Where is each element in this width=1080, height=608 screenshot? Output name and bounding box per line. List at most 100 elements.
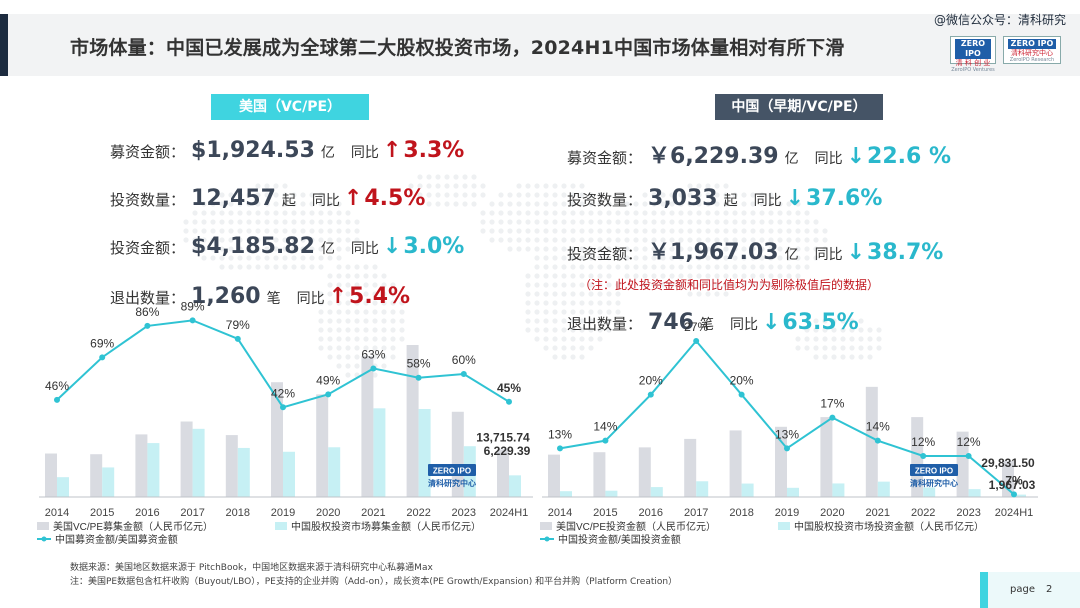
ratio-point (557, 445, 563, 452)
x-tick-label: 2023 (452, 507, 476, 519)
ratio-point (280, 404, 286, 411)
data-source-note: 数据来源：美国地区数据来源于 PitchBook，中国地区数据来源于清科研究中心… (70, 563, 433, 573)
zeroipo-badge-subtext: 清科研究中心 (428, 478, 476, 488)
cn-section-tag: 中国（早期/VC/PE） (715, 94, 883, 120)
metric-label: 投资数量： (567, 191, 643, 209)
metric-unit: 起 (723, 193, 738, 209)
x-tick-label: 2021 (866, 507, 890, 519)
ratio-point (99, 354, 106, 361)
metric-yoy-label: 同比 (729, 317, 758, 333)
metric-unit: 笔 (266, 291, 281, 307)
ratio-point (738, 391, 745, 398)
us-bar (361, 356, 374, 497)
us-bar (271, 382, 283, 497)
us-last-value-label: 29,831.50 (981, 456, 1035, 470)
ratio-point (920, 453, 927, 459)
us-bar (684, 438, 697, 497)
zeroipo-ventures-logo: ZERO IPO 清 科 创 业 ZeroIPO Ventures (950, 36, 996, 73)
cn-bar (1014, 494, 1026, 497)
x-tick-label: 2015 (90, 507, 114, 519)
legend-swatch-us (37, 522, 49, 530)
cn-bar (832, 483, 845, 497)
x-tick-label: 2024H1 (995, 507, 1034, 519)
zeroipo-badge-text: ZERO IPO (915, 467, 953, 476)
metric-label: 募资金额： (567, 149, 643, 167)
metric-yoy-percent: 38.7% (867, 240, 944, 265)
metric-value: ￥1,967.03 (648, 240, 779, 265)
cn-last-value-label: 6,229.39 (484, 444, 531, 458)
legend-swatch-cn (275, 522, 287, 530)
x-tick-label: 2022 (911, 507, 935, 519)
metric-yoy-label: 同比 (350, 241, 379, 257)
us-bar (911, 417, 924, 497)
legend-swatch-us (540, 522, 552, 530)
page-number: 2 (1046, 584, 1053, 595)
metric-label: 募资金额： (110, 143, 186, 161)
x-tick-label: 2019 (775, 507, 799, 519)
us-bar (497, 449, 509, 497)
zeroipo-badge-text: ZERO IPO (433, 467, 471, 476)
ratio-point (693, 338, 700, 344)
cn-bar (102, 467, 115, 497)
metric-row: 投资数量： 3,033 起同比 ↓ 37.6% (567, 186, 882, 211)
zeroipo-research-logo: ZERO IPO 清科研究中心 ZeroIPO Research (1003, 36, 1061, 64)
wechat-watermark: @微信公众号：清科研究 (933, 13, 1066, 27)
cn-bar (560, 491, 572, 497)
title-band (8, 14, 1080, 76)
cn-bar (696, 481, 709, 497)
cn-bar (192, 428, 205, 497)
cn-bar (283, 451, 295, 497)
ratio-point (144, 322, 151, 329)
legend-swatch-cn (778, 522, 790, 530)
metric-row: 投资数量： 12,457 起同比 ↑ 4.5% (110, 186, 425, 211)
ratio-point (189, 317, 196, 324)
metric-yoy-percent: 4.5% (364, 186, 426, 211)
zeroipo-badge (910, 464, 958, 476)
ratio-point (506, 398, 512, 405)
ratio-data-label: 13% (548, 427, 572, 441)
metric-value: 746 (648, 310, 694, 335)
cn-bar (57, 477, 69, 497)
us-bar (638, 447, 651, 497)
metric-yoy-label: 同比 (350, 145, 379, 161)
page-label: page (1010, 584, 1035, 595)
ratio-point (647, 391, 654, 398)
metric-yoy-percent: 37.6% (806, 186, 883, 211)
ratio-data-label: 49% (316, 373, 340, 387)
us-bar (865, 386, 878, 497)
metric-unit: 亿 (784, 151, 799, 167)
page-indicator: page 2 (980, 572, 1080, 608)
arrow-up-icon: ↑ (343, 186, 363, 211)
x-tick-label: 2015 (593, 507, 617, 519)
us-last-value-label: 13,715.74 (476, 430, 530, 444)
title-accent-bar (0, 14, 8, 76)
ratio-data-label: 13% (775, 427, 799, 441)
x-tick-label: 2016 (135, 507, 159, 519)
ratio-data-label: 79% (226, 318, 250, 332)
legend-swatch-ratio-dot (41, 536, 47, 542)
metric-yoy-percent: 63.5% (782, 310, 859, 335)
cn-bar (237, 447, 250, 497)
legend-swatch-ratio-dot (544, 536, 550, 542)
x-tick-label: 2016 (639, 507, 663, 519)
x-tick-label: 2020 (316, 507, 340, 519)
arrow-down-icon: ↓ (382, 234, 402, 259)
cn-bar (605, 490, 618, 497)
us-bar (406, 345, 419, 497)
metric-unit: 亿 (320, 241, 335, 257)
ratio-data-label: 63% (361, 347, 385, 361)
metric-yoy-label: 同比 (296, 291, 325, 307)
ratio-data-label: 12% (911, 435, 935, 449)
metric-row: 投资金额： $4,185.82 亿同比 ↓ 3.0% (110, 234, 464, 259)
ratio-point (234, 335, 241, 342)
ratio-data-label: 27% (684, 320, 708, 334)
us-bar (593, 452, 606, 497)
ratio-point (460, 371, 467, 377)
metric-label: 投资金额： (567, 245, 643, 263)
x-tick-label: 2014 (45, 507, 69, 519)
arrow-up-icon: ↑ (328, 284, 348, 309)
ratio-point (54, 396, 60, 403)
ratio-point (965, 453, 972, 459)
us-bar (316, 394, 329, 497)
x-tick-label: 2024H1 (490, 507, 529, 519)
